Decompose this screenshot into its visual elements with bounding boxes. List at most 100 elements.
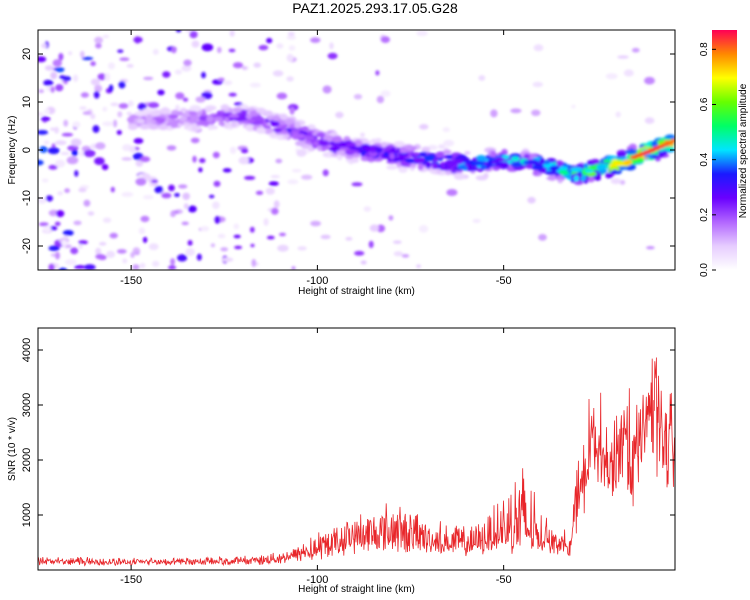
spectrogram-cell (256, 127, 267, 134)
spectrogram-cell (573, 175, 579, 182)
spectrogram-cell (419, 124, 429, 130)
spectrogram-cell (233, 234, 241, 239)
spectrogram-cell (74, 170, 79, 177)
spectrogram-cell (538, 234, 547, 241)
spectrogram-cell (238, 156, 250, 165)
spectrogram-cell (58, 53, 64, 61)
spectrogram-cell (605, 172, 614, 179)
spectrogram-cell (126, 64, 134, 68)
snr-x-tick-label: -100 (306, 574, 328, 586)
spectrogram-cell (200, 226, 210, 232)
spectrogram-cell (150, 110, 160, 117)
spectrogram-cell (427, 144, 438, 151)
spectrogram-cell (398, 166, 408, 173)
spectrogram-cell (305, 135, 316, 141)
spectrogram-cell (45, 195, 54, 202)
spectrogram-cell (616, 152, 627, 157)
spectrogram-cell (223, 108, 230, 112)
spectrogram-cell (181, 65, 192, 72)
spectrogram-cell (87, 211, 95, 216)
spectrogram-cell (108, 84, 114, 92)
spectrogram-cell (270, 121, 280, 127)
spectrogram-cell (179, 116, 187, 122)
spectrogram-cell (188, 111, 197, 116)
spectrogram-cell (177, 254, 188, 262)
spectrogram-cell (199, 158, 206, 164)
spectrogram-cell (213, 180, 221, 187)
spectrogram-cell (50, 86, 55, 93)
spectrogram-cell (102, 121, 114, 127)
spectrogram-cell (424, 154, 435, 162)
spectrogram-cell (55, 159, 66, 168)
spectrogram-cell (480, 164, 487, 171)
spectrogram-cell (291, 169, 302, 173)
spectrogram-cell (279, 232, 286, 237)
spectrogram-cell (78, 187, 87, 193)
spectrogram-cell (90, 113, 96, 120)
spectrogram-cell (90, 61, 96, 67)
spectrogram-cell (322, 85, 332, 94)
spectrogram-cell (154, 185, 164, 194)
spectrogram-cell (266, 235, 275, 240)
spectrogram-cell (413, 157, 426, 164)
spectrogram-cell (44, 65, 55, 71)
spectrogram-cell (288, 45, 296, 51)
spectrogram-cell (134, 251, 140, 256)
spectrogram-cell (297, 246, 307, 251)
spectrogram-cell (327, 52, 338, 60)
spectrogram-cell (117, 111, 123, 118)
spectrogram-cell (613, 161, 625, 167)
spectrogram-cell (39, 146, 48, 153)
spectrogram-cell (83, 199, 91, 207)
spectrogram-cell (60, 151, 70, 156)
spectrogram-cell (279, 113, 288, 121)
spectrogram-cell (127, 123, 138, 131)
spectrogram-cell (55, 67, 65, 73)
colorbar-tick-label: 0.2 (699, 207, 710, 221)
spectrogram-cell (351, 182, 363, 187)
spectrogram-cell (147, 102, 160, 109)
spectrogram-cell (152, 48, 159, 55)
spectrogram-cell (168, 265, 177, 270)
spectrogram-cell (375, 70, 380, 76)
spectrogram-y-tick-label: 10 (21, 96, 33, 108)
spectrogram-cell (369, 146, 376, 153)
spectrogram-cell (175, 104, 180, 111)
spectrogram-cell (386, 165, 398, 170)
spectrogram-cell (440, 162, 446, 166)
spectrogram-cell (52, 59, 62, 67)
spectrogram-cell (106, 250, 116, 258)
spectrogram-cell (617, 55, 629, 59)
spectrogram-cell (181, 221, 189, 226)
spectrogram-cell (134, 111, 146, 116)
spectrogram-cell (368, 240, 374, 249)
spectrogram-cell (266, 37, 273, 44)
spectrogram-cell (393, 251, 404, 257)
spectrogram-cell (104, 73, 111, 81)
spectrogram-cell (416, 30, 428, 37)
spectrogram-cell (531, 109, 541, 117)
spectrogram-cell (301, 174, 313, 180)
spectrogram-cell (268, 181, 279, 186)
spectrogram-cell (221, 257, 234, 262)
spectrogram-cell (38, 89, 45, 94)
spectrogram-cell (133, 138, 144, 144)
spectrogram-cell (101, 164, 109, 171)
spectrogram-cell (48, 245, 60, 252)
spectrogram-cell (625, 149, 638, 155)
spectrogram-cell (366, 156, 377, 162)
snr-y-tick-label: 2000 (21, 448, 33, 472)
spectrogram-cell (487, 159, 493, 167)
spectrogram-cell (198, 167, 203, 173)
spectrogram-cell (296, 133, 305, 139)
spectrogram-cell (201, 43, 214, 52)
spectrogram-cell (245, 114, 252, 120)
spectrogram-cell (375, 147, 383, 154)
spectrogram-cell (44, 108, 50, 115)
spectrogram-cell (108, 62, 115, 70)
spectrogram-cell (417, 163, 424, 171)
spectrogram-cell (38, 130, 49, 135)
spectrogram-cell (92, 125, 100, 133)
spectrogram-cell (374, 138, 382, 143)
